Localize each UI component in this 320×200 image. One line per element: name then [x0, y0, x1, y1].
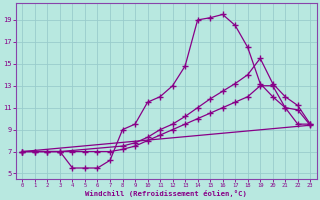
X-axis label: Windchill (Refroidissement éolien,°C): Windchill (Refroidissement éolien,°C) — [85, 190, 247, 197]
